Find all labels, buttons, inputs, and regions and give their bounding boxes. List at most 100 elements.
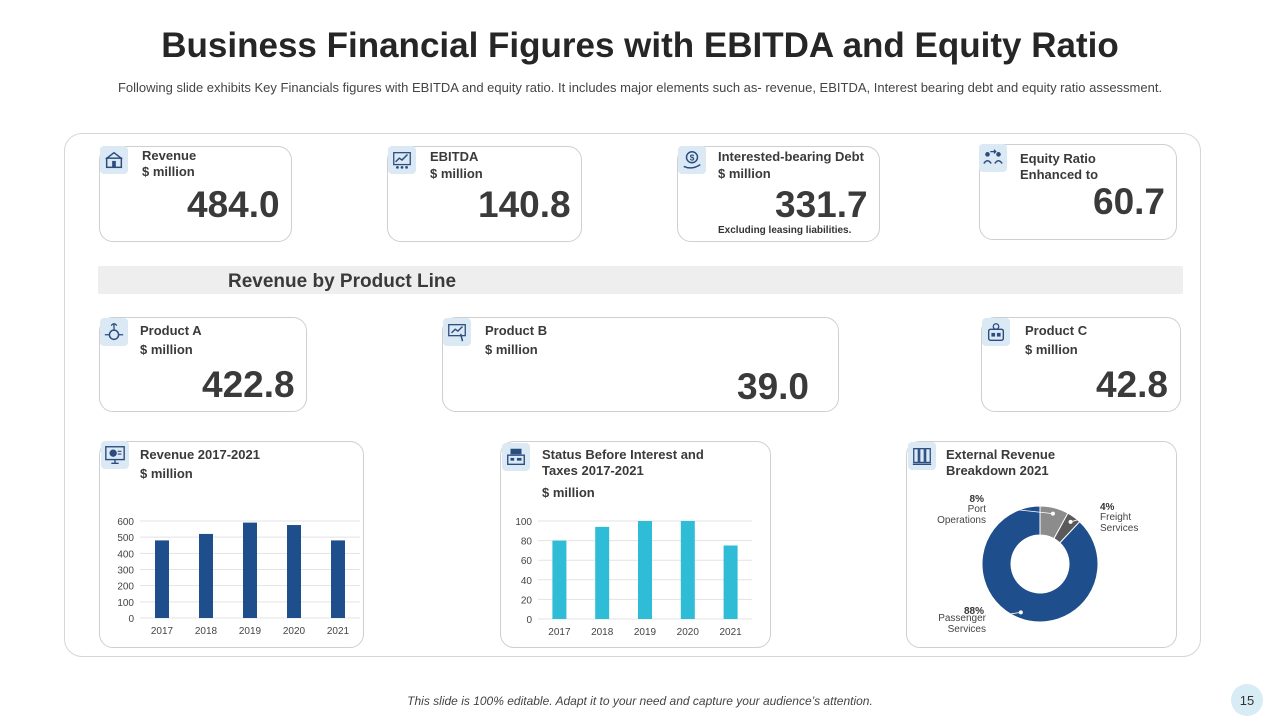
product-c-icon — [982, 318, 1010, 346]
kpi-debt-value: 331.7 — [775, 184, 868, 225]
kpi-debt-unit: $ million — [718, 166, 771, 181]
product-a-unit: $ million — [140, 342, 193, 357]
ebit-bar-chart: 0 20 40 60 80 100 2017 2018 2019 2020 2021 — [515, 517, 752, 638]
product-card-c — [981, 317, 1181, 412]
product-card-a — [99, 317, 307, 412]
chart1-unit: $ million — [140, 466, 193, 481]
product-c-unit: $ million — [1025, 342, 1078, 357]
kpi-equity-unit: Enhanced to — [1020, 167, 1099, 182]
bar — [331, 540, 345, 618]
product-b-unit: $ million — [485, 342, 538, 357]
slice-percent-label: 8% — [970, 494, 985, 505]
y-tick-label: 200 — [117, 582, 134, 593]
kpi-debt-label: Interested-bearing Debt — [718, 149, 864, 164]
x-tick-label: 2021 — [719, 627, 742, 638]
kpi-card-equity — [979, 144, 1177, 240]
kpi-card-ebitda — [387, 146, 582, 242]
y-tick-label: 100 — [117, 598, 134, 609]
x-tick-label: 2018 — [195, 626, 218, 637]
chart2-title-line1: Status Before Interest and — [542, 447, 704, 462]
slice-name-label: Operations — [937, 515, 986, 526]
y-tick-label: 0 — [526, 615, 532, 626]
donut-slice — [981, 505, 1099, 623]
section-header: Revenue by Product Line — [98, 266, 1183, 294]
chart2-unit: $ million — [542, 485, 595, 500]
y-tick-label: 400 — [117, 549, 134, 560]
product-c-label: Product C — [1025, 323, 1088, 338]
x-tick-label: 2017 — [151, 626, 174, 637]
y-tick-label: 20 — [521, 595, 533, 606]
product-card-b — [442, 317, 839, 412]
section-title: Revenue by Product Line — [228, 271, 457, 292]
bar — [287, 525, 301, 618]
slice-name-label: Passenger — [938, 613, 986, 624]
kpi-revenue-label: Revenue — [142, 148, 197, 163]
kpi-ebitda-value: 140.8 — [478, 184, 571, 225]
y-tick-label: 40 — [521, 576, 533, 587]
kpi-ebitda-unit: $ million — [430, 166, 483, 181]
x-tick-label: 2019 — [239, 626, 262, 637]
bar — [199, 533, 213, 618]
y-tick-label: 60 — [521, 556, 533, 567]
bar — [243, 522, 257, 618]
monitor-chart-icon — [101, 441, 129, 469]
leader-line — [981, 611, 1021, 619]
x-tick-label: 2020 — [677, 627, 700, 638]
leader-dot — [1050, 511, 1055, 516]
product-a-value: 422.8 — [202, 364, 295, 405]
chart3-title-line2: Breakdown 2021 — [946, 463, 1049, 478]
y-tick-label: 300 — [117, 566, 134, 577]
bar — [680, 521, 695, 619]
x-tick-label: 2021 — [327, 626, 350, 637]
equity-icon — [979, 144, 1007, 172]
leader-dot — [1018, 610, 1023, 615]
x-tick-label: 2019 — [634, 627, 657, 638]
cash-register-icon — [502, 443, 530, 471]
kpi-revenue-unit: $ million — [142, 164, 195, 179]
slice-name-label: Freight — [1100, 512, 1131, 523]
slide-title: Business Financial Figures with EBITDA a… — [161, 26, 1119, 65]
product-c-value: 42.8 — [1096, 364, 1169, 405]
chart3-title-line1: External Revenue — [946, 447, 1056, 462]
x-tick-label: 2018 — [591, 627, 614, 638]
page-number: 15 — [1231, 684, 1263, 716]
kpi-debt-note: Excluding leasing liabilities. — [718, 225, 852, 236]
leader-line — [981, 505, 1053, 515]
y-tick-label: 80 — [521, 537, 533, 548]
product-b-value: 39.0 — [737, 366, 810, 407]
kpi-ebitda-label: EBITDA — [430, 149, 479, 164]
kpi-card-revenue — [99, 146, 292, 242]
kpi-equity-value: 60.7 — [1093, 181, 1166, 222]
slice-percent-label: 88% — [964, 606, 984, 617]
revenue-icon — [100, 146, 128, 174]
y-tick-label: 0 — [128, 614, 134, 625]
product-b-icon — [443, 318, 471, 346]
revenue-donut-chart: 8%PortOperations4%FreightServices88%Pass… — [937, 494, 1138, 635]
slice-name-label: Port — [968, 504, 987, 515]
revenue-bar-chart: 0 100 200 300 400 500 600 2017 2018 2019 2020 2021 — [117, 517, 360, 637]
slice-percent-label: 4% — [1100, 502, 1115, 513]
svg-text:$: $ — [690, 153, 695, 162]
product-a-label: Product A — [140, 323, 202, 338]
bar — [595, 526, 610, 619]
product-b-label: Product B — [485, 323, 548, 338]
y-tick-label: 600 — [117, 517, 134, 528]
bar — [723, 545, 738, 619]
kpi-equity-label: Equity Ratio — [1020, 151, 1096, 166]
chart2-title-line2: Taxes 2017-2021 — [542, 463, 644, 478]
bar — [552, 540, 567, 619]
books-icon — [908, 442, 936, 470]
slice-name-label: Services — [948, 624, 986, 635]
y-tick-label: 500 — [117, 533, 134, 544]
chart1-title: Revenue 2017-2021 — [140, 447, 260, 462]
x-tick-label: 2017 — [548, 627, 571, 638]
ebitda-icon — [388, 146, 416, 174]
chart-card-revenue — [99, 441, 364, 648]
slice-name-label: Services — [1100, 523, 1138, 534]
leader-line — [1070, 513, 1097, 523]
debt-icon: $ — [678, 146, 706, 174]
leader-dot — [1068, 519, 1073, 524]
content-frame — [64, 133, 1201, 657]
footer-note: This slide is 100% editable. Adapt it to… — [407, 694, 873, 708]
y-tick-label: 100 — [515, 517, 532, 528]
